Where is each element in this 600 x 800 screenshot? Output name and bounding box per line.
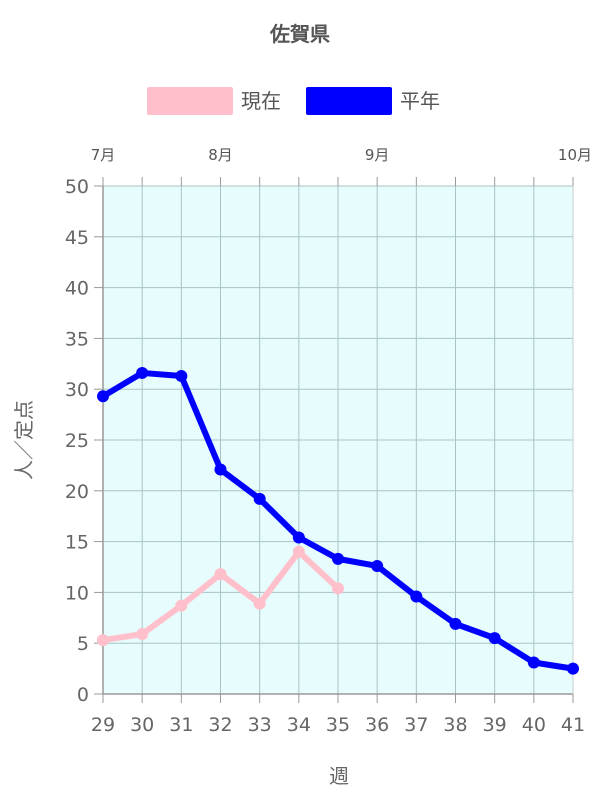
x-tick-labels: 29 30 31 32 33 34 35 36 37 38 39 40 41: [91, 714, 585, 736]
month-label: 7月: [91, 146, 116, 164]
month-label: 10月: [558, 146, 592, 164]
y-tick-label: 30: [65, 379, 89, 401]
x-tick-label: 35: [326, 714, 350, 736]
y-tick-label: 0: [77, 684, 89, 706]
data-point[interactable]: [136, 628, 149, 641]
y-tick-label: 50: [65, 176, 89, 198]
data-point[interactable]: [567, 662, 579, 675]
data-point[interactable]: [371, 559, 384, 572]
data-point[interactable]: [253, 492, 266, 505]
x-tick-label: 36: [365, 714, 389, 736]
month-label: 8月: [208, 146, 233, 164]
x-tick-label: 31: [169, 714, 193, 736]
x-tick-label: 40: [522, 714, 546, 736]
data-point[interactable]: [136, 366, 149, 379]
x-tick-label: 37: [404, 714, 428, 736]
legend-swatch-current[interactable]: [147, 87, 233, 115]
data-point[interactable]: [97, 390, 109, 403]
axes: [94, 177, 574, 703]
data-point[interactable]: [253, 597, 266, 610]
y-tick-label: 25: [65, 430, 89, 452]
data-point[interactable]: [449, 617, 462, 630]
x-axis-title: 週: [329, 764, 349, 788]
series-layer: [97, 366, 579, 675]
y-tick-label: 35: [65, 328, 89, 350]
x-tick-label: 33: [248, 714, 272, 736]
y-tick-label: 20: [65, 481, 89, 503]
data-point[interactable]: [175, 599, 188, 612]
month-labels: 7月 8月 9月 10月: [91, 146, 592, 164]
y-tick-label: 15: [65, 532, 89, 554]
y-tick-labels: 0 5 10 15 20 25 30 35 40 45 50: [65, 176, 89, 706]
x-tick-label: 32: [208, 714, 232, 736]
data-point[interactable]: [214, 568, 227, 581]
data-point[interactable]: [175, 369, 188, 382]
x-tick-label: 41: [561, 714, 585, 736]
data-point[interactable]: [97, 634, 109, 647]
legend-swatch-average[interactable]: [306, 87, 392, 115]
legend-label-current[interactable]: 現在: [241, 89, 281, 113]
data-point[interactable]: [332, 552, 344, 565]
y-tick-label: 5: [77, 633, 89, 655]
data-point[interactable]: [410, 590, 423, 603]
month-label: 9月: [365, 146, 390, 164]
data-point[interactable]: [292, 545, 305, 558]
x-tick-label: 34: [287, 714, 311, 736]
series-current: [97, 545, 344, 647]
y-tick-label: 45: [65, 227, 89, 249]
x-tick-label: 29: [91, 714, 115, 736]
legend-label-average[interactable]: 平年: [400, 89, 440, 113]
y-tick-label: 10: [65, 582, 89, 604]
y-axis-title: 人／定点: [12, 400, 36, 480]
data-point[interactable]: [292, 531, 305, 544]
x-tick-label: 38: [443, 714, 467, 736]
legend[interactable]: 現在 平年: [147, 87, 440, 115]
x-tick-label: 30: [130, 714, 154, 736]
chart-title: 佐賀県: [269, 22, 330, 46]
y-tick-label: 40: [65, 278, 89, 300]
data-point[interactable]: [332, 582, 344, 595]
x-tick-label: 39: [483, 714, 507, 736]
data-point[interactable]: [488, 632, 501, 645]
data-point[interactable]: [527, 656, 540, 669]
series-average: [97, 366, 579, 675]
data-point[interactable]: [214, 463, 227, 476]
